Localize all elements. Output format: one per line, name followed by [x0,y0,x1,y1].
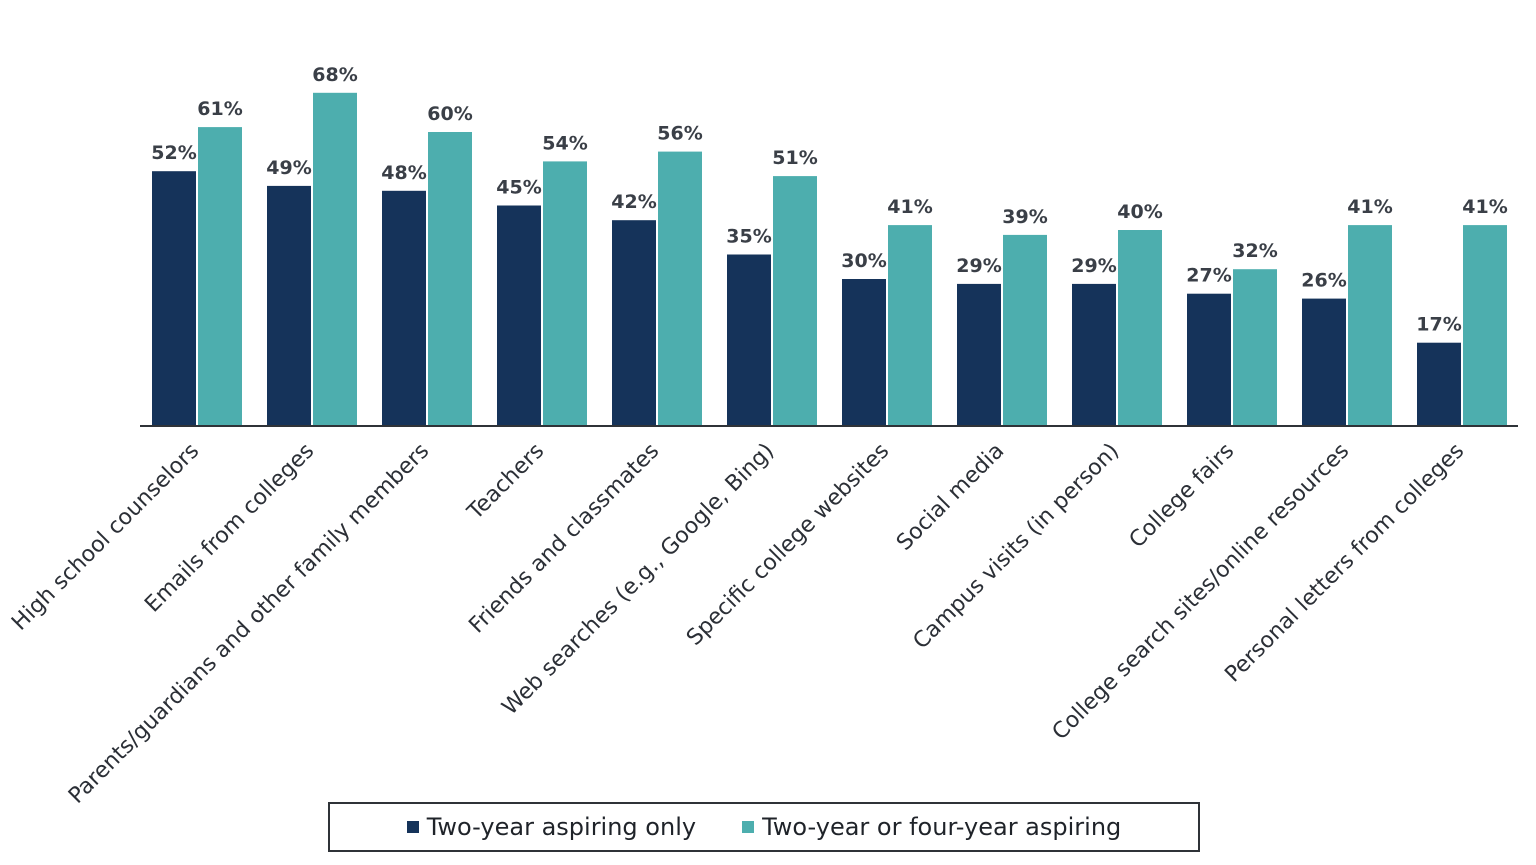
data-label-two-year-or-four-year-aspiring-campus-visits-in-person: 40% [1117,201,1162,223]
bar-two-year-aspiring-only-college-search-sites-online-resources [1302,298,1346,426]
data-label-two-year-aspiring-only-teachers: 45% [496,177,541,199]
legend-item-two-year-only: Two-year aspiring only [406,813,697,841]
data-label-two-year-aspiring-only-specific-college-websites: 30% [841,250,886,272]
data-label-two-year-aspiring-only-emails-from-colleges: 49% [266,157,311,179]
bar-two-year-or-four-year-aspiring-web-searches-e-g-google-bing [773,176,817,426]
data-label-two-year-aspiring-only-campus-visits-in-person: 29% [1071,255,1116,277]
data-label-two-year-or-four-year-aspiring-emails-from-colleges: 68% [312,64,357,86]
legend: Two-year aspiring only Two-year or four-… [328,802,1200,852]
bars-group [152,92,1507,427]
bar-two-year-or-four-year-aspiring-high-school-counselors [198,127,242,426]
bar-two-year-aspiring-only-teachers [497,205,541,426]
bar-two-year-or-four-year-aspiring-college-fairs [1233,269,1277,426]
legend-swatch-two-or-four-year [742,821,755,833]
data-label-two-year-aspiring-only-college-fairs: 27% [1186,265,1231,287]
bar-two-year-or-four-year-aspiring-emails-from-colleges [313,92,357,427]
bar-two-year-aspiring-only-friends-and-classmates [612,220,656,426]
data-label-two-year-or-four-year-aspiring-web-searches-e-g-google-bing: 51% [772,147,817,169]
data-label-two-year-or-four-year-aspiring-college-search-sites-online-resources: 41% [1347,196,1392,218]
legend-swatch-two-year-only [406,821,419,833]
bar-two-year-aspiring-only-personal-letters-from-colleges [1417,342,1461,426]
bar-two-year-aspiring-only-high-school-counselors [152,171,196,426]
bar-two-year-or-four-year-aspiring-campus-visits-in-person [1118,230,1162,426]
bar-two-year-or-four-year-aspiring-parents-guardians-and-other-family-members [428,132,472,426]
data-label-two-year-aspiring-only-parents-guardians-and-other-family-members: 48% [381,162,426,184]
bar-two-year-aspiring-only-parents-guardians-and-other-family-members [382,190,426,426]
bar-two-year-or-four-year-aspiring-specific-college-websites [888,225,932,426]
legend-label-two-or-four-year: Two-year or four-year aspiring [762,813,1122,841]
bar-two-year-aspiring-only-college-fairs [1187,293,1231,426]
category-label-campus-visits-in-person: Campus visits (in person) [909,439,1125,655]
data-label-two-year-or-four-year-aspiring-teachers: 54% [542,132,587,154]
data-label-two-year-aspiring-only-high-school-counselors: 52% [151,142,196,164]
data-label-two-year-or-four-year-aspiring-parents-guardians-and-other-family-members: 60% [427,103,472,125]
bar-two-year-aspiring-only-social-media [957,283,1001,426]
data-label-two-year-aspiring-only-personal-letters-from-colleges: 17% [1416,314,1461,336]
data-label-two-year-or-four-year-aspiring-specific-college-websites: 41% [887,196,932,218]
data-label-two-year-aspiring-only-social-media: 29% [956,255,1001,277]
bar-two-year-or-four-year-aspiring-college-search-sites-online-resources [1348,225,1392,426]
data-label-two-year-or-four-year-aspiring-friends-and-classmates: 56% [657,123,702,145]
data-label-two-year-aspiring-only-college-search-sites-online-resources: 26% [1301,270,1346,292]
data-label-two-year-aspiring-only-friends-and-classmates: 42% [611,191,656,213]
category-label-high-school-counselors: High school counselors [7,439,204,636]
data-label-two-year-or-four-year-aspiring-college-fairs: 32% [1232,240,1277,262]
legend-label-two-year-only: Two-year aspiring only [426,813,697,841]
bar-two-year-or-four-year-aspiring-teachers [543,161,587,426]
value-labels-group: 52%61% 49% 68% 48% 60% 45% 54% 42% 56% 35% 51% 30% 4… [151,64,1507,336]
category-label-personal-letters-from-colleges: Personal letters from colleges [1220,439,1469,688]
data-label-two-year-aspiring-only-web-searches-e-g-google-bing: 35% [726,226,771,248]
legend-item-two-or-four-year: Two-year or four-year aspiring [742,813,1121,841]
category-label-college-fairs: College fairs [1125,439,1239,553]
bar-two-year-aspiring-only-campus-visits-in-person [1072,283,1116,426]
data-label-two-year-or-four-year-aspiring-high-school-counselors: 61% [197,98,242,120]
bar-two-year-aspiring-only-emails-from-colleges [267,185,311,426]
category-label-friends-and-classmates: Friends and classmates [464,439,664,639]
data-label-two-year-or-four-year-aspiring-personal-letters-from-colleges: 41% [1462,196,1507,218]
category-label-specific-college-websites: Specific college websites [682,439,894,651]
bar-two-year-or-four-year-aspiring-friends-and-classmates [658,151,702,426]
data-label-two-year-or-four-year-aspiring-social-media: 39% [1002,206,1047,228]
category-label-teachers: Teachers [462,439,549,526]
bar-two-year-aspiring-only-specific-college-websites [842,279,886,426]
bar-two-year-aspiring-only-web-searches-e-g-google-bing [727,254,771,426]
bar-two-year-or-four-year-aspiring-social-media [1003,234,1047,426]
bar-two-year-or-four-year-aspiring-personal-letters-from-colleges [1463,225,1507,426]
category-label-social-media: Social media [892,439,1009,556]
